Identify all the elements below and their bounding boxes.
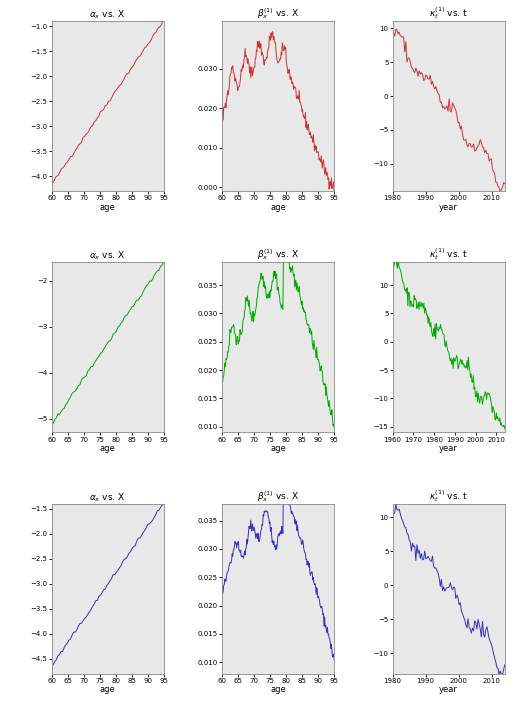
X-axis label: year: year	[439, 203, 458, 212]
X-axis label: age: age	[270, 685, 286, 694]
Title: $\kappa_t^{(1)}$ vs. t: $\kappa_t^{(1)}$ vs. t	[429, 488, 468, 503]
Title: $\alpha_x$ vs. X: $\alpha_x$ vs. X	[90, 250, 126, 262]
X-axis label: age: age	[270, 444, 286, 453]
Title: $\alpha_x$ vs. X: $\alpha_x$ vs. X	[90, 491, 126, 503]
X-axis label: year: year	[439, 444, 458, 453]
Title: $\beta_x^{(1)}$ vs. X: $\beta_x^{(1)}$ vs. X	[257, 489, 299, 503]
Title: $\kappa_t^{(1)}$ vs. t: $\kappa_t^{(1)}$ vs. t	[429, 247, 468, 262]
Title: $\kappa_t^{(1)}$ vs. t: $\kappa_t^{(1)}$ vs. t	[429, 6, 468, 21]
X-axis label: age: age	[100, 444, 115, 453]
Title: $\beta_x^{(1)}$ vs. X: $\beta_x^{(1)}$ vs. X	[257, 6, 299, 21]
X-axis label: age: age	[100, 685, 115, 694]
Title: $\alpha_x$ vs. X: $\alpha_x$ vs. X	[90, 9, 126, 21]
Title: $\beta_x^{(1)}$ vs. X: $\beta_x^{(1)}$ vs. X	[257, 247, 299, 262]
X-axis label: age: age	[100, 203, 115, 212]
X-axis label: age: age	[270, 203, 286, 212]
X-axis label: year: year	[439, 685, 458, 694]
